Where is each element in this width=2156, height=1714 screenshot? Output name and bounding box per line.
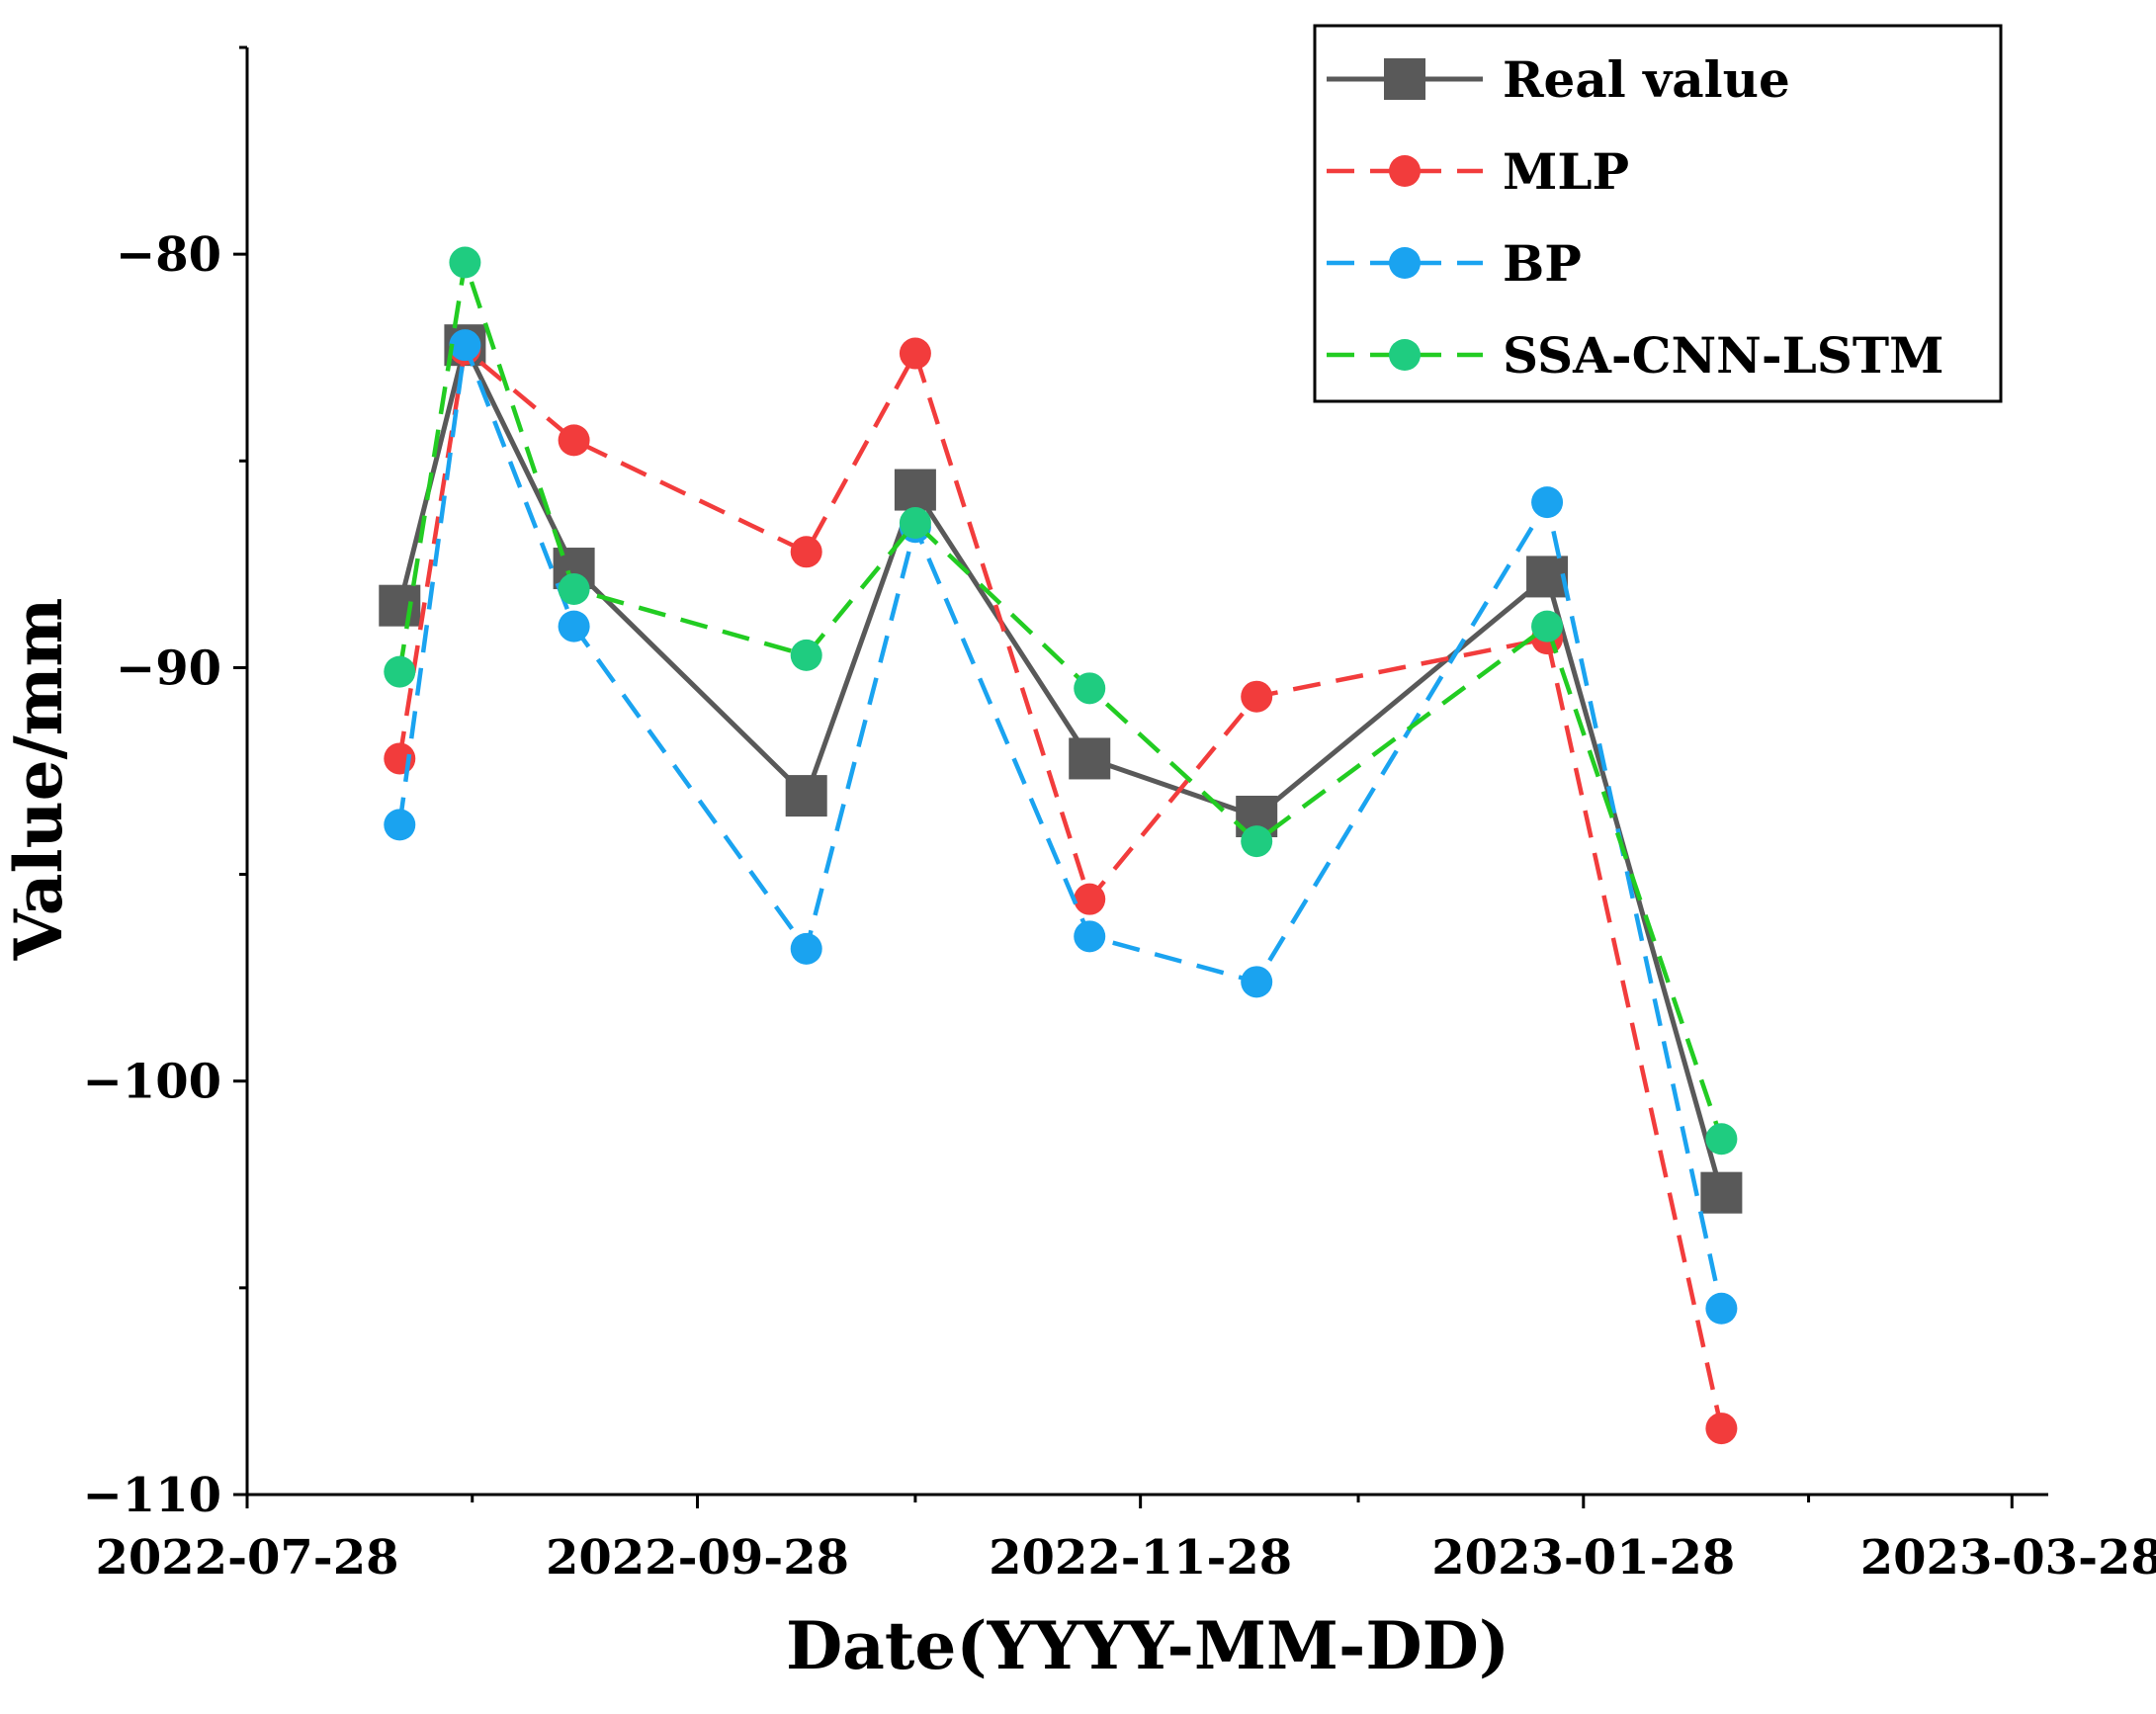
series-line bbox=[397, 342, 1724, 1310]
series-ssa-cnn-lstm bbox=[384, 246, 1738, 1156]
series-line bbox=[396, 342, 1724, 1194]
x-tick-label: 2022-11-28 bbox=[989, 1530, 1292, 1585]
x-tick-label: 2023-03-28 bbox=[1860, 1530, 2156, 1585]
data-point bbox=[1069, 737, 1111, 780]
data-point bbox=[785, 775, 827, 817]
data-point bbox=[1705, 1413, 1738, 1445]
data-point bbox=[1700, 1171, 1743, 1214]
data-point bbox=[1705, 1292, 1738, 1325]
legend-label: Real value bbox=[1503, 50, 1790, 109]
legend-item: BP bbox=[1327, 234, 1582, 293]
data-point bbox=[899, 507, 931, 540]
data-point bbox=[790, 536, 822, 568]
data-point bbox=[790, 639, 822, 671]
data-point bbox=[449, 246, 481, 279]
data-point bbox=[558, 572, 590, 605]
series-layer bbox=[379, 246, 1743, 1445]
data-point bbox=[1074, 672, 1106, 705]
x-axis-title: Date(YYYY-MM-DD) bbox=[786, 1607, 1509, 1684]
legend-label: BP bbox=[1503, 234, 1582, 293]
data-point bbox=[894, 469, 936, 511]
data-point bbox=[1705, 1123, 1738, 1156]
data-point bbox=[558, 610, 590, 643]
legend-marker bbox=[1384, 58, 1425, 100]
y-axis-title: Value/mm bbox=[0, 598, 77, 962]
series-real-value bbox=[379, 324, 1743, 1214]
legend-label: SSA-CNN-LSTM bbox=[1503, 326, 1943, 385]
x-tick-label: 2023-01-28 bbox=[1431, 1530, 1735, 1585]
legend-item: MLP bbox=[1327, 142, 1629, 201]
legend-item: Real value bbox=[1327, 50, 1790, 109]
legend: Real value MLP BP SSA-CNN-LSTM bbox=[1313, 24, 2003, 403]
data-point bbox=[899, 337, 931, 370]
data-point bbox=[384, 655, 416, 688]
series-line bbox=[397, 347, 1724, 1429]
legend-marker bbox=[1389, 247, 1421, 279]
legend-marker bbox=[1389, 155, 1421, 187]
data-point bbox=[449, 329, 481, 362]
x-tick-label: 2022-07-28 bbox=[95, 1530, 398, 1585]
data-point bbox=[1531, 486, 1564, 519]
legend-marker bbox=[1389, 339, 1421, 371]
data-point bbox=[1074, 883, 1106, 915]
axes: −80 −90 −100 −110 2022-07-28 2022-09-28 2022-1… bbox=[0, 45, 2156, 1684]
data-point bbox=[1241, 680, 1273, 713]
x-tick-label: 2022-09-28 bbox=[546, 1530, 849, 1585]
data-point bbox=[1074, 920, 1106, 953]
data-point bbox=[1241, 825, 1273, 858]
y-tick-label: −80 bbox=[116, 227, 221, 283]
data-point bbox=[1526, 556, 1569, 598]
data-point bbox=[1531, 610, 1564, 643]
y-tick-label: −110 bbox=[83, 1468, 221, 1523]
y-tick-label: −100 bbox=[83, 1055, 221, 1110]
series-line bbox=[397, 260, 1724, 1141]
data-point bbox=[558, 424, 590, 457]
series-bp bbox=[384, 329, 1738, 1325]
legend-label: MLP bbox=[1503, 142, 1629, 201]
legend-item: SSA-CNN-LSTM bbox=[1327, 326, 1943, 385]
data-point bbox=[379, 584, 421, 627]
y-tick-label: −90 bbox=[116, 641, 221, 696]
data-point bbox=[1241, 966, 1273, 998]
data-point bbox=[790, 932, 822, 965]
data-point bbox=[384, 809, 416, 841]
legend-box bbox=[1313, 24, 2003, 403]
